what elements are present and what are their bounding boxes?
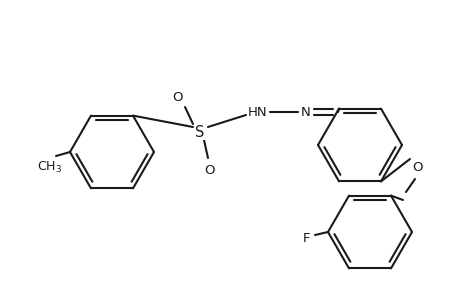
Text: N: N xyxy=(301,106,310,118)
Text: S: S xyxy=(195,124,204,140)
Text: HN: HN xyxy=(248,106,267,118)
Text: F: F xyxy=(302,232,310,245)
Text: O: O xyxy=(412,160,422,173)
Text: O: O xyxy=(204,164,215,176)
Text: O: O xyxy=(173,91,183,103)
Text: CH$_3$: CH$_3$ xyxy=(37,160,62,175)
